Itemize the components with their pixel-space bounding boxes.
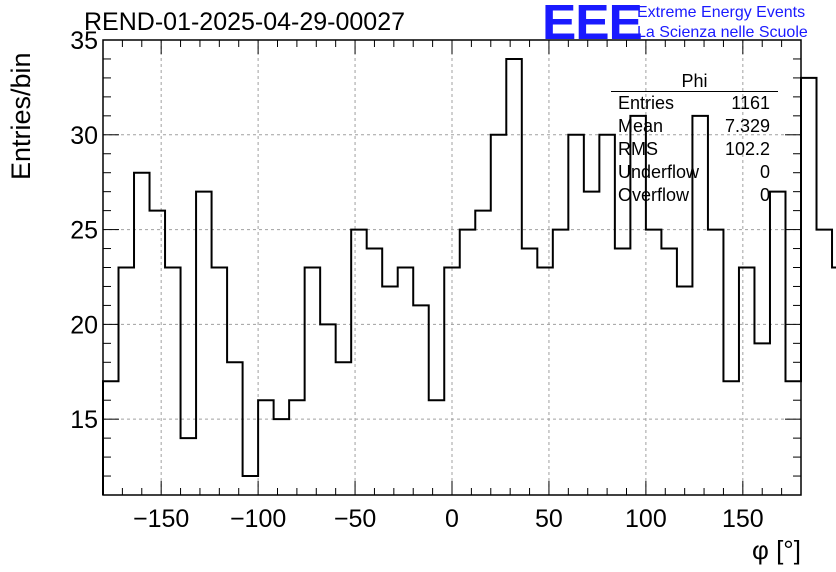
x-tick-label: 150: [722, 505, 764, 533]
stats-value: 102.2: [724, 139, 770, 159]
y-tick-label: 30: [70, 122, 98, 150]
y-axis-label: Entries/bin: [6, 52, 36, 180]
stats-row-underflow: Underflow 0: [611, 161, 778, 184]
stats-row-overflow: Overflow 0: [611, 184, 778, 207]
stats-label: Underflow: [618, 162, 700, 182]
stats-row-entries: Entries 1161: [611, 92, 778, 115]
stats-value: 0: [759, 162, 770, 182]
x-tick-label: −150: [133, 505, 189, 533]
stats-box-title: Phi: [611, 71, 778, 92]
x-tick-label: 0: [445, 505, 459, 533]
chart-title: REND-01-2025-04-29-00027: [84, 8, 406, 36]
stats-row-mean: Mean 7.329: [611, 115, 778, 138]
histogram-series: [102, 57, 836, 495]
logo-line-1: Extreme Energy Events: [637, 4, 806, 21]
y-tick-label: 35: [70, 27, 98, 55]
stats-label: RMS: [618, 139, 658, 159]
stats-label: Mean: [618, 116, 664, 136]
stats-value: 7.329: [724, 116, 770, 136]
y-tick-label: 25: [70, 217, 98, 245]
tick-labels: −150 −100 −50 0 50 100 150 15 20 25 30 35: [70, 27, 764, 533]
stats-value: 0: [759, 185, 770, 205]
y-tick-label: 15: [70, 406, 98, 434]
eee-logo: EEE: [542, 0, 643, 50]
x-axis-label: φ [°]: [752, 535, 801, 565]
x-tick-label: −100: [230, 505, 286, 533]
stats-box: Phi Entries 1161 Mean 7.329 RMS 102.2 Un…: [611, 71, 778, 207]
stats-row-rms: RMS 102.2: [611, 138, 778, 161]
stats-label: Entries: [618, 93, 675, 113]
stats-label: Overflow: [618, 185, 690, 205]
y-tick-label: 20: [70, 311, 98, 339]
x-tick-label: −50: [334, 505, 376, 533]
logo-line-2: La Scienza nelle Scuole: [637, 24, 808, 41]
x-tick-label: 100: [625, 505, 667, 533]
axis-ticks: [102, 39, 802, 496]
x-tick-label: 50: [535, 505, 563, 533]
stats-value: 1161: [731, 93, 770, 113]
plot-frame: [102, 39, 802, 496]
